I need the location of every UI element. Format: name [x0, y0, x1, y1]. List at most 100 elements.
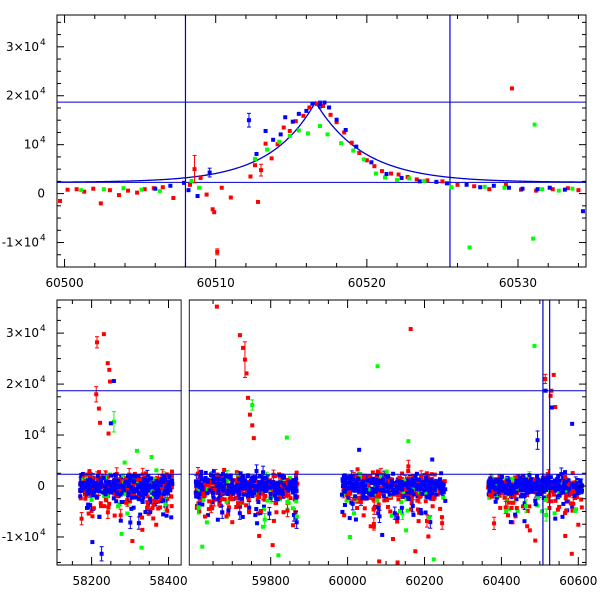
data-point	[277, 139, 282, 144]
data-point	[404, 528, 409, 533]
data-point	[571, 501, 576, 506]
data-point	[118, 513, 123, 518]
data-point	[520, 186, 525, 191]
data-point	[410, 477, 415, 482]
data-point	[148, 510, 153, 515]
x-tick-label: 58200	[73, 574, 111, 588]
data-point	[514, 480, 519, 485]
data-point	[542, 487, 547, 492]
data-point	[209, 478, 214, 483]
data-point	[263, 493, 268, 498]
data-point	[375, 483, 380, 488]
data-point	[384, 489, 389, 494]
data-point	[532, 343, 537, 348]
data-point	[421, 477, 426, 482]
data-point	[218, 474, 223, 479]
data-point	[580, 209, 585, 214]
data-point	[223, 473, 228, 478]
data-point	[287, 484, 292, 489]
data-point	[294, 470, 299, 475]
data-point	[363, 495, 368, 500]
data-point	[426, 534, 431, 539]
data-point	[290, 506, 295, 511]
data-point	[444, 181, 449, 186]
data-point	[151, 502, 156, 507]
data-point	[276, 553, 281, 558]
data-point	[158, 505, 163, 510]
data-point	[165, 508, 170, 513]
data-point	[107, 367, 112, 372]
data-point	[216, 481, 221, 486]
data-point	[389, 513, 394, 518]
data-point	[160, 482, 165, 487]
data-point	[144, 490, 149, 495]
data-point	[171, 196, 176, 201]
data-point	[507, 489, 512, 494]
data-point	[551, 492, 556, 497]
data-point	[207, 488, 212, 493]
data-point	[282, 487, 287, 492]
data-point	[291, 512, 296, 517]
y-tick-label: -1×10	[2, 530, 39, 544]
data-point	[449, 185, 454, 190]
data-point	[419, 511, 424, 516]
data-point	[347, 516, 352, 521]
data-point	[99, 551, 104, 556]
data-point	[273, 485, 278, 490]
data-point	[522, 494, 527, 499]
data-point	[128, 477, 133, 482]
data-point	[400, 511, 405, 516]
data-point	[522, 519, 527, 524]
data-point	[126, 481, 131, 486]
data-point	[157, 480, 162, 485]
y-tick-exponent: 4	[40, 87, 46, 97]
data-point	[159, 486, 164, 491]
data-point	[357, 447, 362, 452]
data-point	[131, 489, 136, 494]
data-point	[564, 508, 569, 513]
data-point	[373, 482, 378, 487]
data-point	[156, 489, 161, 494]
data-point	[136, 491, 141, 496]
data-point	[365, 483, 370, 488]
data-point	[409, 489, 414, 494]
data-point	[353, 517, 358, 522]
data-point	[347, 478, 352, 483]
data-point	[74, 187, 79, 192]
data-point	[557, 478, 562, 483]
data-point	[111, 488, 116, 493]
data-point	[200, 487, 205, 492]
data-point	[114, 478, 119, 483]
data-point	[242, 492, 247, 497]
data-point	[373, 171, 378, 176]
data-point	[200, 497, 205, 502]
data-point	[196, 487, 201, 492]
data-point	[237, 333, 242, 338]
data-point	[108, 379, 113, 384]
data-point	[188, 182, 193, 187]
data-point	[132, 479, 137, 484]
data-point	[284, 435, 289, 440]
data-point	[235, 496, 240, 501]
data-point	[520, 504, 525, 509]
data-point	[525, 524, 530, 529]
data-point	[211, 480, 216, 485]
data-point	[548, 393, 553, 398]
data-point	[533, 538, 538, 543]
data-point	[440, 179, 445, 184]
data-point	[508, 520, 513, 525]
data-point	[294, 488, 299, 493]
data-point	[152, 481, 157, 486]
data-point	[140, 485, 145, 490]
data-point	[169, 469, 174, 474]
y-tick-label: 0	[37, 187, 45, 201]
data-point	[317, 102, 322, 107]
data-point	[87, 484, 92, 489]
data-point	[527, 528, 532, 533]
data-point	[93, 480, 98, 485]
data-point	[325, 132, 330, 137]
y-tick-exponent: 4	[40, 38, 46, 48]
data-point	[146, 478, 151, 483]
data-point	[240, 514, 245, 519]
data-point	[352, 496, 357, 501]
